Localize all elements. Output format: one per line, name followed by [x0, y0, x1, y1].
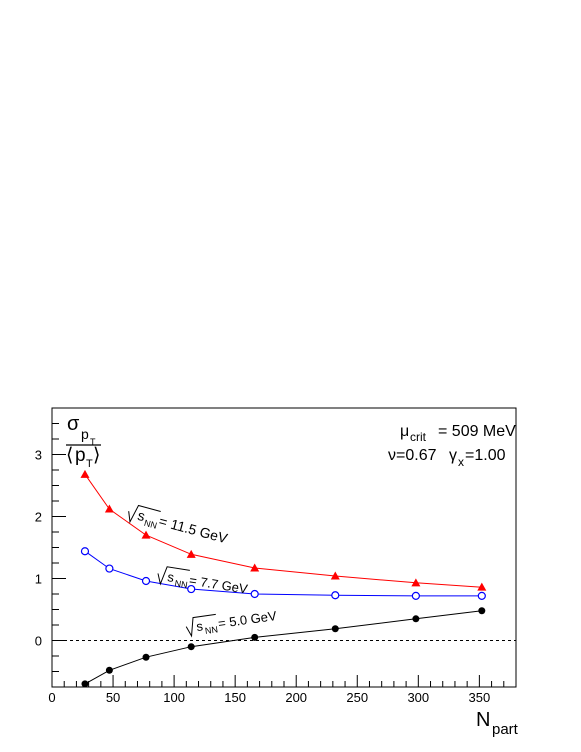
y-axis-title-sigma: σ: [67, 413, 80, 435]
series-label-2: s NN = 5.0 GeV: [185, 608, 278, 638]
sqrt-symbol: [157, 566, 190, 586]
data-point-marker: [186, 549, 196, 558]
data-point-marker: [105, 666, 113, 674]
y-tick-label: 2: [35, 510, 42, 525]
data-point-marker: [187, 643, 195, 651]
y-tick-label: 3: [35, 448, 42, 463]
x-tick-label: 150: [224, 690, 246, 705]
series-line-0: [84, 474, 482, 588]
y-axis-title-t2: T: [86, 458, 93, 470]
data-point-marker: [141, 530, 151, 539]
x-axis-title-sub: part: [492, 721, 519, 738]
x-tick-label: 300: [407, 690, 429, 705]
data-point-marker: [251, 633, 259, 641]
series-label-value: = 7.7 GeV: [188, 573, 249, 597]
data-point-marker: [411, 578, 421, 587]
series-label-1: sNN = 7.7 GeV: [157, 566, 249, 597]
data-point-marker: [104, 504, 114, 513]
annotation-mu-symbol: μ: [400, 423, 409, 440]
data-point-marker: [105, 564, 114, 573]
x-axis-title-main: N: [476, 709, 490, 731]
series-label-s: s: [136, 507, 147, 524]
x-tick-label: 50: [106, 690, 120, 705]
data-point-marker: [80, 547, 90, 556]
data-point-marker: [330, 571, 340, 580]
y-axis-title-p2: p: [75, 445, 86, 466]
x-tick-label: 250: [346, 690, 368, 705]
x-tick-label: 100: [163, 690, 185, 705]
series-label-0: sNN = 11.5 GeV: [128, 504, 230, 547]
series-label-sub: NN: [174, 578, 188, 590]
annotation-gamma-sub: x: [458, 455, 464, 469]
series-label-s: s: [166, 569, 175, 585]
data-point-marker: [141, 576, 151, 586]
annotation-nu: ν=0.67: [388, 447, 437, 464]
annotation-gamma-value: =1.00: [465, 447, 506, 464]
series-label-value: = 5.0 GeV: [217, 608, 278, 631]
series-label-value: = 11.5 GeV: [157, 513, 230, 547]
sqrt-symbol: [128, 504, 161, 524]
series-line-1: [84, 550, 482, 597]
annotation-gamma-symbol: γ: [449, 447, 457, 464]
data-point-marker: [477, 591, 486, 600]
data-point-marker: [250, 563, 260, 572]
data-point-marker: [187, 584, 196, 594]
series-label-s: s: [195, 618, 204, 634]
data-point-marker: [250, 589, 259, 599]
y-tick-label: 0: [35, 634, 42, 649]
y-axis-title-p: p: [81, 426, 89, 442]
data-point-marker: [477, 582, 487, 591]
data-point-marker: [81, 680, 89, 688]
series-line-2: [84, 610, 482, 685]
x-tick-label: 350: [469, 690, 491, 705]
data-point-marker: [142, 653, 150, 661]
series-label-sub: NN: [204, 624, 218, 636]
data-point-marker: [412, 615, 420, 623]
data-point-marker: [331, 591, 340, 600]
y-axis-title-rangle: ⟩: [93, 445, 100, 466]
x-tick-label: 200: [285, 690, 307, 705]
data-point-marker: [478, 607, 486, 615]
x-tick-label: 0: [48, 690, 55, 705]
data-point-marker: [411, 591, 420, 600]
sqrt-symbol: [185, 613, 216, 638]
annotation-mu-value: = 509 MeV: [438, 423, 516, 440]
data-point-marker: [331, 625, 339, 633]
y-tick-label: 1: [35, 572, 42, 587]
plot-frame: [51, 407, 517, 688]
annotation-mu-sub: crit: [410, 430, 427, 444]
series-label-sub: NN: [143, 518, 158, 531]
y-axis-title-t: T: [90, 437, 96, 447]
data-point-marker: [80, 469, 90, 478]
y-axis-title-langle: ⟨: [66, 445, 73, 466]
